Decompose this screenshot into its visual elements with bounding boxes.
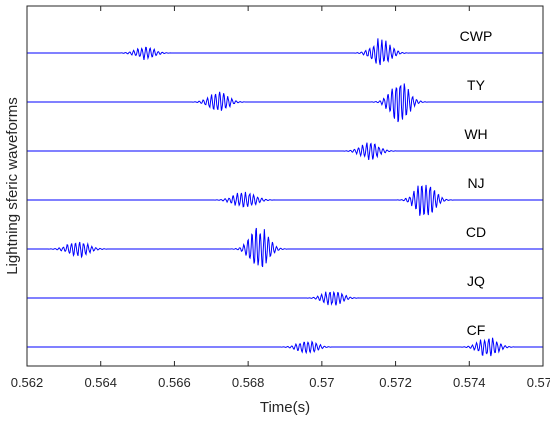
station-label-wh: WH	[464, 126, 487, 142]
x-tick-label: 0.568	[232, 375, 265, 390]
x-tick-label: 0.576	[527, 375, 550, 390]
plot-frame	[26, 5, 544, 367]
station-label-nj: NJ	[467, 175, 484, 191]
x-tick-label: 0.57	[309, 375, 334, 390]
x-tick-label: 0.564	[84, 375, 117, 390]
station-label-jq: JQ	[467, 273, 485, 289]
waveform-cd	[27, 227, 543, 268]
plot-background	[27, 6, 543, 366]
x-tick-label: 0.574	[453, 375, 486, 390]
x-tick-label: 0.572	[379, 375, 412, 390]
waveform-nj	[27, 184, 543, 216]
x-tick-label: 0.566	[158, 375, 191, 390]
waveform-ty	[27, 83, 543, 123]
x-tick-label: 0.562	[11, 375, 44, 390]
station-label-ty: TY	[467, 77, 486, 93]
series-layer	[27, 38, 543, 357]
waveform-cwp	[27, 38, 543, 66]
y-axis-label: Lightning sferic waveforms	[4, 97, 21, 275]
waveform-jq	[27, 290, 543, 306]
station-label-cf: CF	[467, 322, 486, 338]
waveform-cf	[27, 337, 543, 357]
x-axis-ticks: 0.562 0.564 0.566 0.568 0.57 0.572 0.574 0.576	[11, 6, 550, 390]
station-label-cwp: CWP	[460, 28, 493, 44]
station-labels: CWP TY WH NJ CD JQ CF	[460, 28, 493, 338]
waveform-wh	[27, 142, 543, 161]
x-axis-label: Time(s)	[260, 399, 310, 416]
station-label-cd: CD	[466, 224, 486, 240]
